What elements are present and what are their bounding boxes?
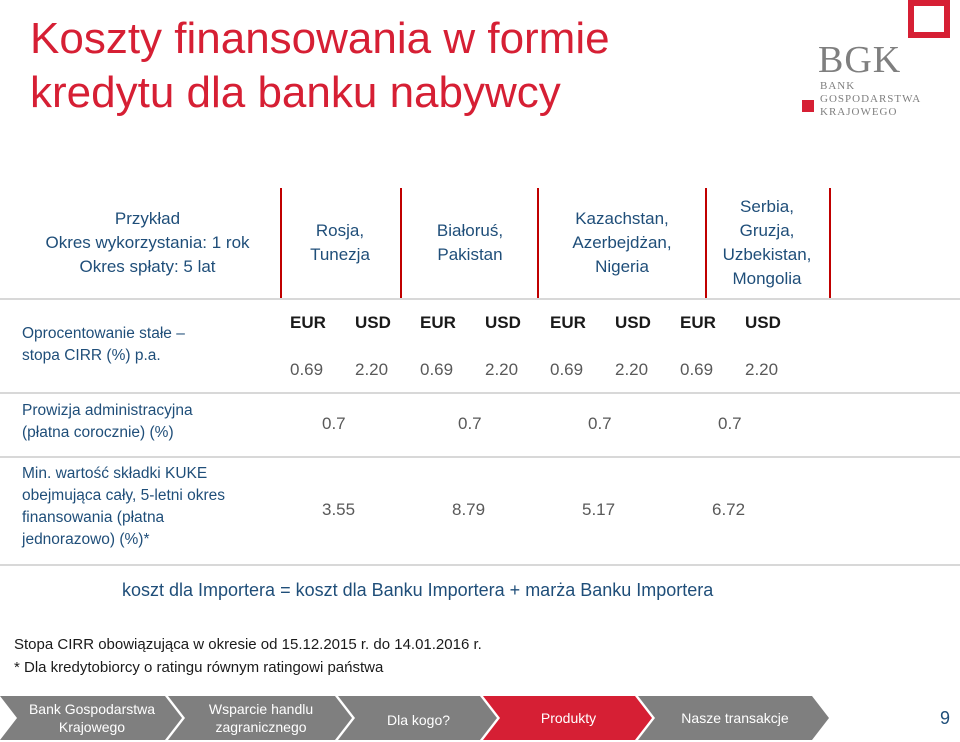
cost-formula: koszt dla Importera = koszt dla Banku Im… <box>122 580 714 600</box>
nav-chevron-shape <box>338 696 497 740</box>
row-label-fixed-rate: Oprocentowanie stałe – stopa CIRR (%) p.… <box>22 323 185 367</box>
nav-item-bank[interactable]: Bank Gospodarstwa Krajowego <box>17 696 167 740</box>
rate-value: 0.69 <box>550 360 584 379</box>
column-divider <box>537 188 539 298</box>
admin-fee-value: 0.7 <box>458 414 482 433</box>
column-header-3-text: Kazachstan, Azerbejdżan, Nigeria <box>572 209 672 276</box>
nav-item-products-label: Produkty <box>540 710 597 726</box>
column-divider <box>400 188 402 298</box>
row-label-admin-fee-text: Prowizja administracyjna (płatna coroczn… <box>22 402 193 441</box>
nav-chevron-shape <box>638 696 829 740</box>
column-header-2: Białoruś, Pakistan <box>402 188 538 298</box>
nav-chevron-shape <box>168 696 352 740</box>
page-title: Koszty finansowania w formie kredytu dla… <box>30 12 790 120</box>
column-header-1: Rosja, Tunezja <box>282 188 398 298</box>
column-header-3: Kazachstan, Azerbejdżan, Nigeria <box>539 188 705 298</box>
admin-fee-value: 0.7 <box>588 414 612 433</box>
admin-fee-value: 0.7 <box>322 414 346 433</box>
nav-item-for-whom[interactable]: Dla kogo? <box>355 696 482 740</box>
nav-item-trade-support-label: Wsparcie handlu zagranicznego <box>208 701 314 735</box>
row-divider <box>0 298 960 300</box>
nav-item-products[interactable]: Produkty <box>500 696 637 740</box>
nav-chevrons <box>0 696 829 740</box>
rate-value: 2.20 <box>615 360 649 379</box>
logo-subtitle-line-1: BANK GOSPODARSTWA <box>820 80 922 105</box>
column-divider <box>280 188 282 298</box>
nav-item-for-whom-label: Dla kogo? <box>386 712 451 728</box>
column-header-1-text: Rosja, Tunezja <box>310 221 370 264</box>
admin-fee-value: 0.7 <box>718 414 742 433</box>
kuke-premium-value: 3.55 <box>322 500 356 519</box>
row-label-admin-fee: Prowizja administracyjna (płatna coroczn… <box>22 400 193 444</box>
currency-label: EUR <box>550 313 586 332</box>
row-label-fixed-rate-text: Oprocentowanie stałe – stopa CIRR (%) p.… <box>22 325 185 364</box>
bottom-navigation: Bank Gospodarstwa Krajowego Wsparcie han… <box>0 696 830 742</box>
currency-label: USD <box>355 313 391 332</box>
logo-text: BGK <box>818 39 902 81</box>
cirr-note: Stopa CIRR obowiązująca w okresie od 15.… <box>14 636 482 653</box>
currency-label: EUR <box>420 313 456 332</box>
fixed-rate-values: 0.69 2.20 0.69 2.20 0.69 2.20 0.69 2.20 <box>290 360 810 380</box>
row-divider <box>0 392 960 394</box>
logo-small-square-icon <box>802 100 814 112</box>
kuke-premium-value: 6.72 <box>712 500 746 519</box>
rate-value: 2.20 <box>355 360 389 379</box>
row-divider <box>0 564 960 566</box>
page-number: 9 <box>939 708 950 728</box>
logo-subtitle: BANK GOSPODARSTWA KRAJOWEGO <box>820 80 960 119</box>
rating-footnote: * Dla kredytobiorcy o ratingu równym rat… <box>14 659 384 676</box>
currency-label: EUR <box>680 313 716 332</box>
row-label-kuke-premium-text: Min. wartość składki KUKE obejmująca cał… <box>22 465 226 548</box>
rate-value: 2.20 <box>745 360 779 379</box>
logo-square-icon <box>908 0 950 38</box>
nav-item-bank-label: Bank Gospodarstwa Krajowego <box>28 701 156 735</box>
rate-value: 0.69 <box>680 360 714 379</box>
column-header-4-text: Serbia, Gruzja, Uzbekistan, Mongolia <box>722 197 812 288</box>
nav-chevron-shape <box>483 696 652 740</box>
currency-label: USD <box>615 313 651 332</box>
bgk-logo: BGK BANK GOSPODARSTWA KRAJOWEGO <box>800 0 960 120</box>
rate-value: 2.20 <box>485 360 519 379</box>
currency-label: USD <box>485 313 521 332</box>
row-divider <box>0 456 960 458</box>
currency-row: EUR USD EUR USD EUR USD EUR USD <box>290 313 810 333</box>
column-divider <box>829 188 831 298</box>
column-header-2-text: Białoruś, Pakistan <box>436 221 504 264</box>
nav-item-trade-support[interactable]: Wsparcie handlu zagranicznego <box>185 696 337 740</box>
page-title-line-2: kredytu dla banku nabywcy <box>30 68 561 117</box>
currency-label: USD <box>745 313 781 332</box>
kuke-premium-value: 5.17 <box>582 500 616 519</box>
nav-item-transactions-label: Nasze transakcje <box>681 710 789 726</box>
page-title-line-1: Koszty finansowania w formie <box>30 14 610 63</box>
column-divider <box>705 188 707 298</box>
table-corner-text: Przykład Okres wykorzystania: 1 rok Okre… <box>45 209 250 276</box>
rate-value: 0.69 <box>420 360 454 379</box>
nav-chevron-shape <box>0 696 182 740</box>
nav-item-transactions[interactable]: Nasze transakcje <box>655 696 815 740</box>
row-label-kuke-premium: Min. wartość składki KUKE obejmująca cał… <box>22 463 225 551</box>
logo-subtitle-line-2: KRAJOWEGO <box>820 106 898 118</box>
currency-label: EUR <box>290 313 326 332</box>
kuke-premium-value: 8.79 <box>452 500 486 519</box>
column-header-4: Serbia, Gruzja, Uzbekistan, Mongolia <box>707 188 827 298</box>
table-corner-header: Przykład Okres wykorzystania: 1 rok Okre… <box>30 188 265 298</box>
rate-value: 0.69 <box>290 360 324 379</box>
